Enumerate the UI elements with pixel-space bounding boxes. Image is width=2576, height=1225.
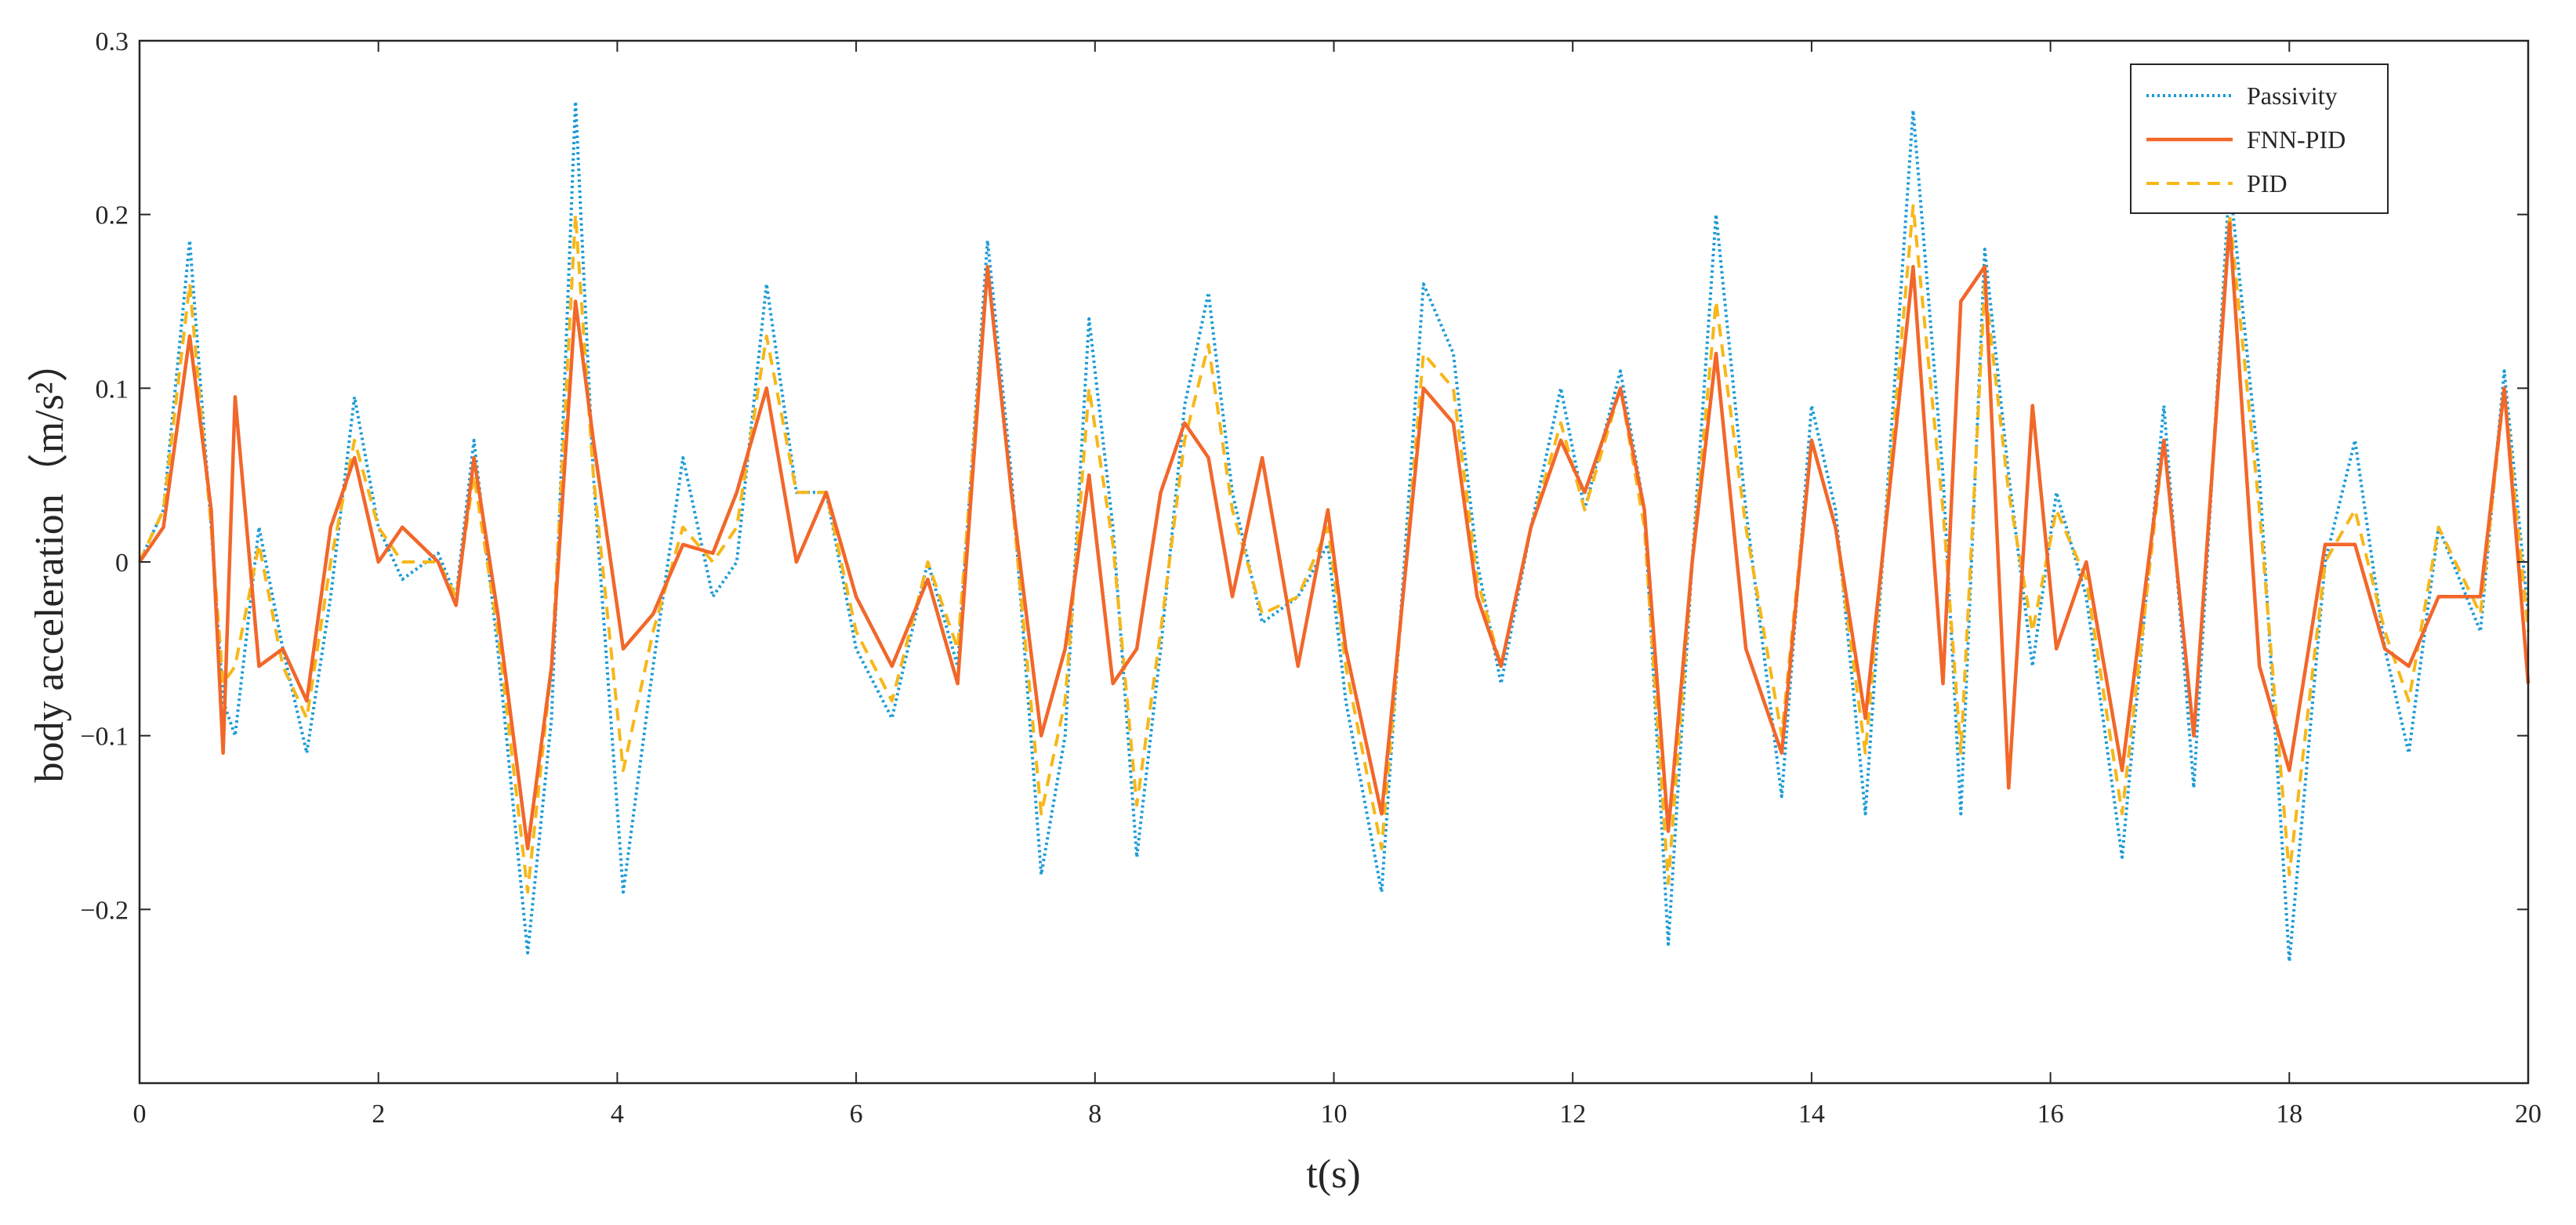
y-tick-label: 0.3 <box>96 27 129 56</box>
x-tick-label: 10 <box>1321 1100 1348 1129</box>
x-tick-label: 16 <box>2037 1100 2064 1129</box>
x-tick-label: 6 <box>850 1100 863 1129</box>
x-tick-label: 2 <box>372 1100 385 1129</box>
legend-label: FNN-PID <box>2247 125 2346 154</box>
y-tick-label: 0 <box>115 549 129 578</box>
x-tick-label: 20 <box>2515 1100 2542 1129</box>
x-tick-label: 14 <box>1798 1100 1825 1129</box>
y-tick-label: −0.1 <box>80 723 129 752</box>
x-tick-label: 0 <box>133 1100 147 1129</box>
legend: Passivity FNN-PID PID <box>2131 64 2388 213</box>
y-tick-label: −0.2 <box>80 896 129 925</box>
legend-label: PID <box>2247 169 2288 198</box>
x-axis-title: t(s) <box>1306 1152 1360 1197</box>
x-tick-label: 4 <box>611 1100 624 1129</box>
y-axis-title: body acceleration（m/s²） <box>27 342 72 783</box>
x-tick-label: 8 <box>1088 1100 1101 1129</box>
y-tick-label: 0.2 <box>96 201 129 230</box>
legend-label: Passivity <box>2247 82 2338 110</box>
y-tick-label: 0.1 <box>96 375 129 404</box>
x-tick-label: 18 <box>2276 1100 2302 1129</box>
x-tick-label: 12 <box>1559 1100 1586 1129</box>
